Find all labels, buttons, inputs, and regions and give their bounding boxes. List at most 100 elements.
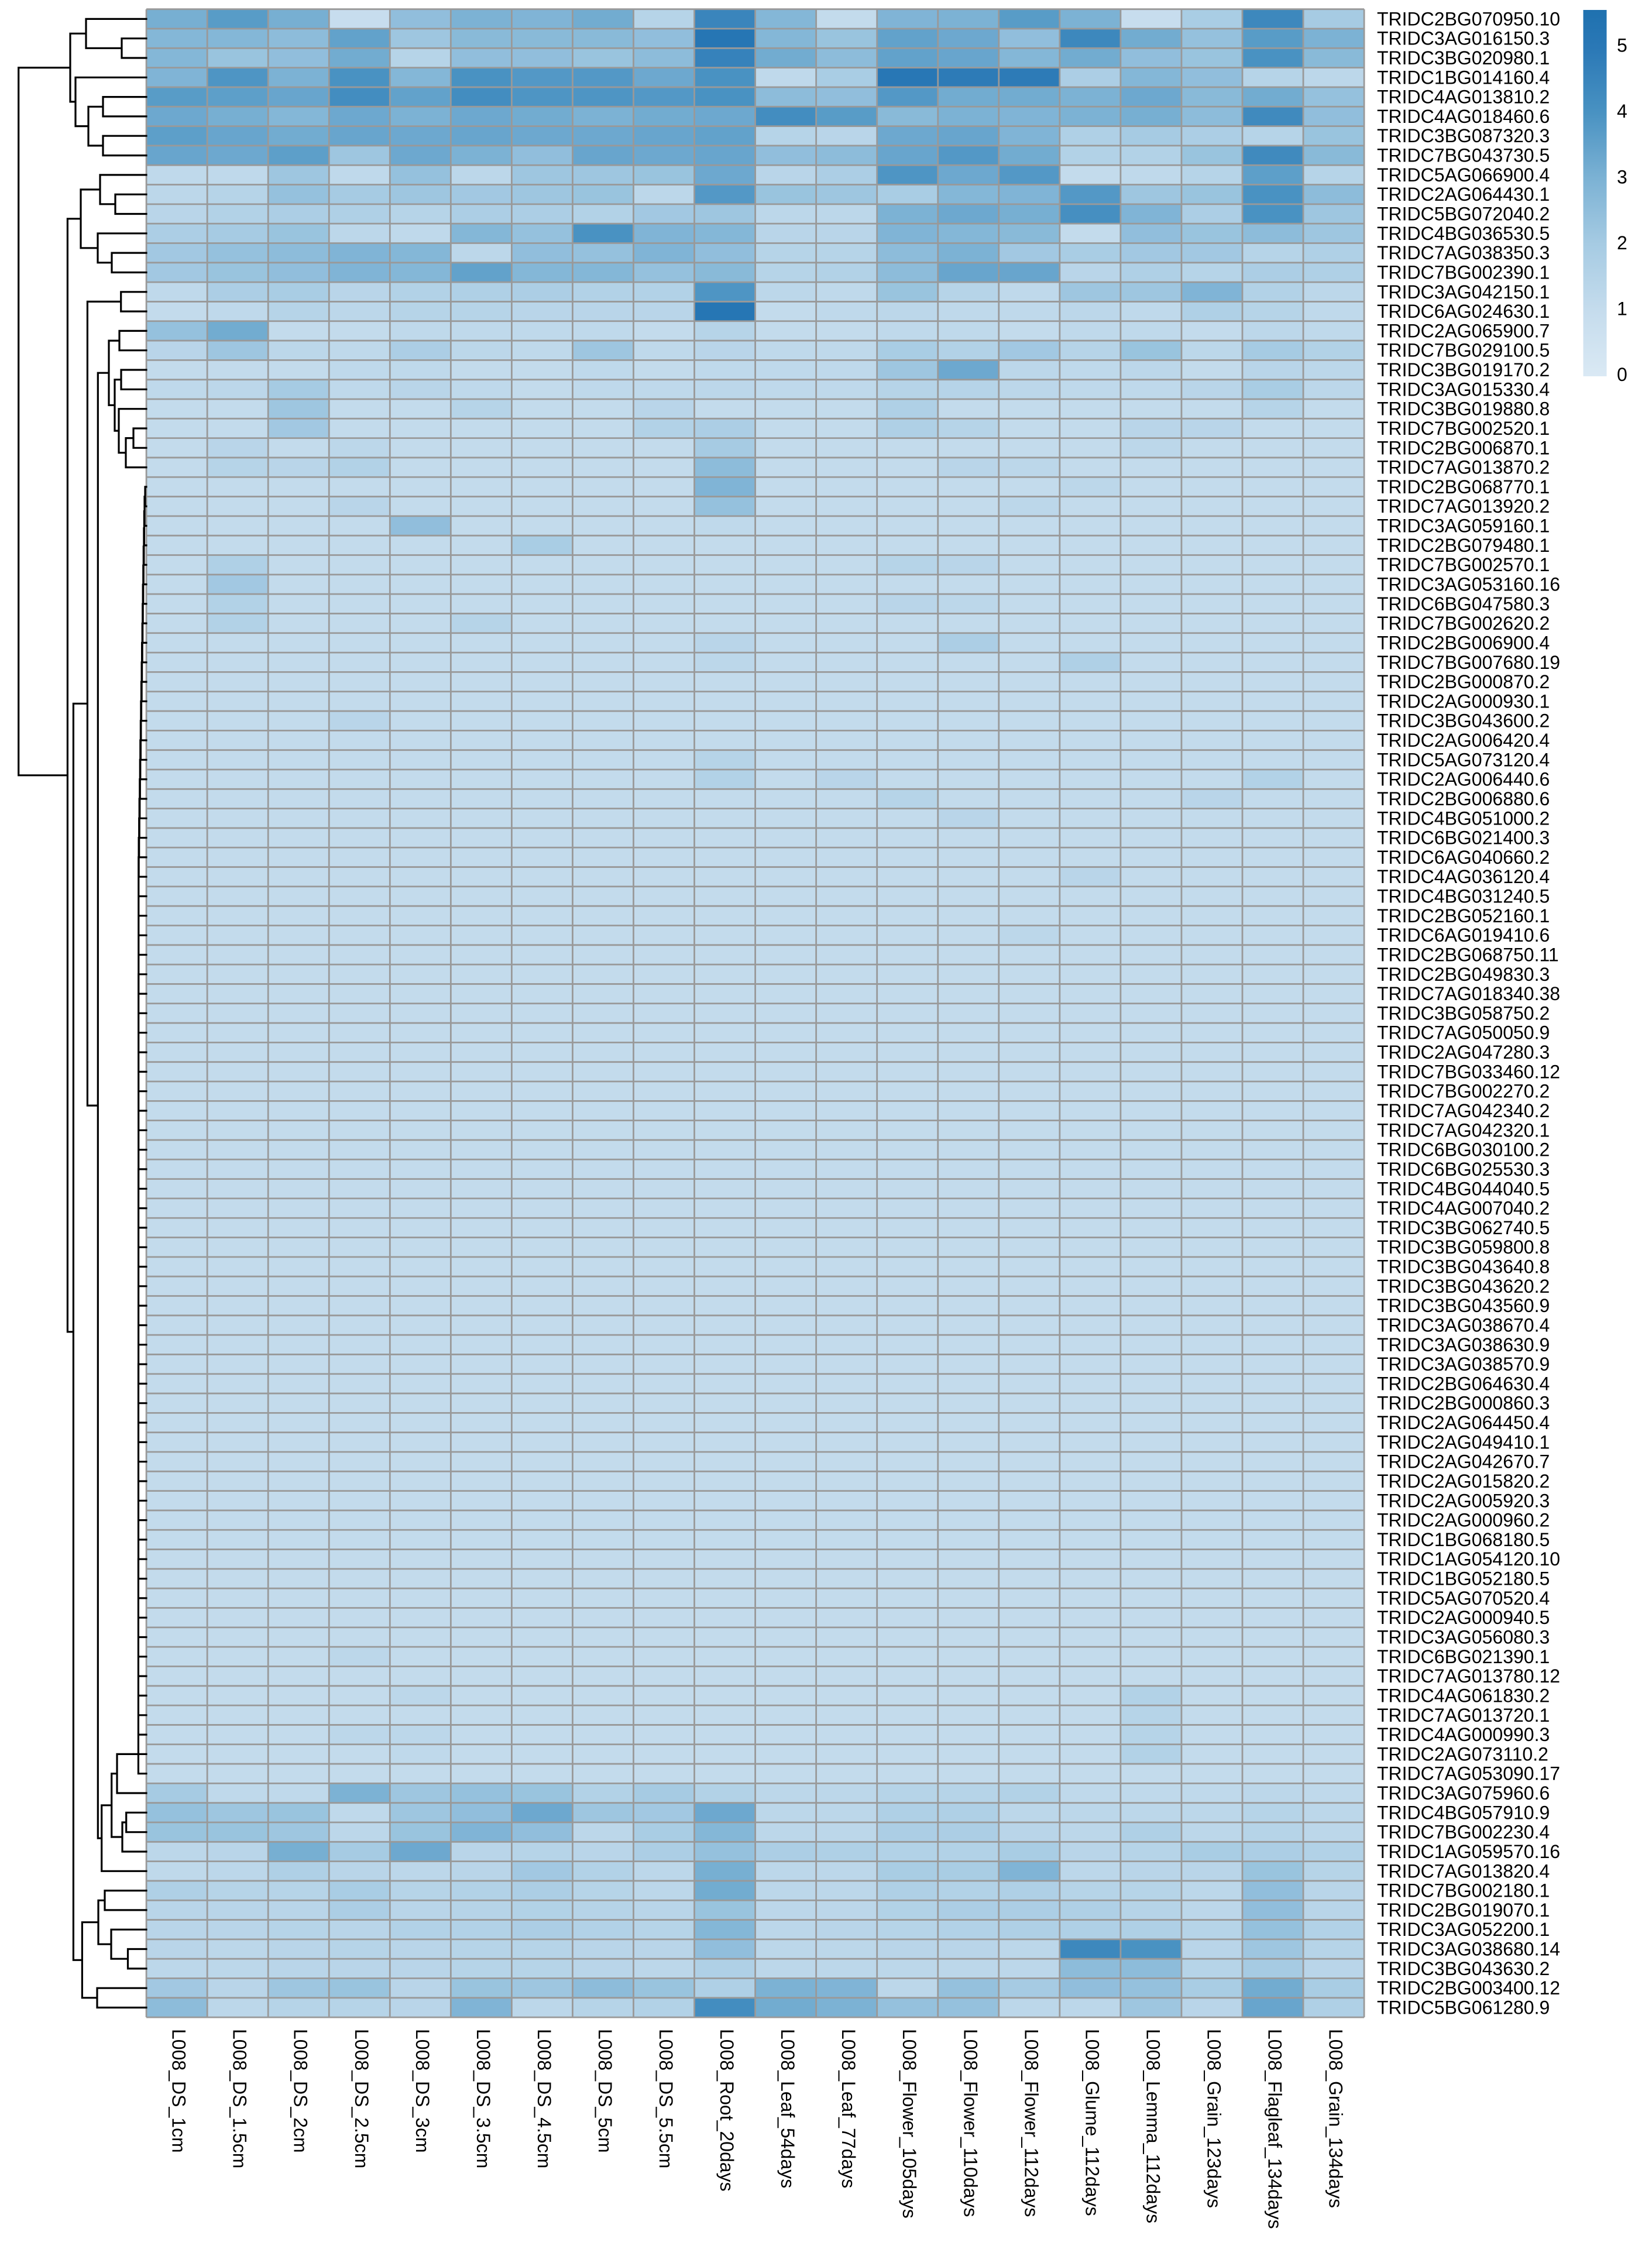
svg-text:TRIDC3AG015330.4: TRIDC3AG015330.4 bbox=[1377, 379, 1550, 400]
svg-text:TRIDC7AG018340.38: TRIDC7AG018340.38 bbox=[1377, 983, 1560, 1004]
svg-text:TRIDC4AG036120.4: TRIDC4AG036120.4 bbox=[1377, 866, 1550, 887]
svg-text:TRIDC2BG000860.3: TRIDC2BG000860.3 bbox=[1377, 1393, 1550, 1414]
svg-text:TRIDC3AG038570.9: TRIDC3AG038570.9 bbox=[1377, 1354, 1550, 1375]
svg-text:TRIDC2AG006440.6: TRIDC2AG006440.6 bbox=[1377, 769, 1550, 790]
svg-text:L008_DS_2cm: L008_DS_2cm bbox=[290, 2029, 311, 2153]
svg-text:TRIDC4AG007040.2: TRIDC4AG007040.2 bbox=[1377, 1198, 1550, 1219]
svg-text:L008_Grain_134days: L008_Grain_134days bbox=[1325, 2029, 1347, 2208]
svg-text:L008_DS_5.5cm: L008_DS_5.5cm bbox=[655, 2029, 676, 2168]
svg-text:TRIDC3AG038670.4: TRIDC3AG038670.4 bbox=[1377, 1315, 1550, 1336]
svg-text:TRIDC7BG002180.1: TRIDC7BG002180.1 bbox=[1377, 1880, 1550, 1901]
svg-text:TRIDC6AG019410.6: TRIDC6AG019410.6 bbox=[1377, 925, 1550, 946]
svg-text:TRIDC3BG043630.2: TRIDC3BG043630.2 bbox=[1377, 1958, 1550, 1979]
svg-text:5: 5 bbox=[1617, 35, 1627, 56]
svg-text:TRIDC2BG006880.6: TRIDC2BG006880.6 bbox=[1377, 788, 1550, 809]
svg-text:TRIDC3AG056080.3: TRIDC3AG056080.3 bbox=[1377, 1627, 1550, 1648]
svg-text:TRIDC4AG013810.2: TRIDC4AG013810.2 bbox=[1377, 87, 1550, 108]
svg-text:L008_DS_4.5cm: L008_DS_4.5cm bbox=[534, 2029, 555, 2168]
svg-text:TRIDC2AG049410.1: TRIDC2AG049410.1 bbox=[1377, 1431, 1550, 1453]
svg-text:TRIDC5AG066900.4: TRIDC5AG066900.4 bbox=[1377, 164, 1550, 186]
svg-text:TRIDC7BG002270.2: TRIDC7BG002270.2 bbox=[1377, 1081, 1550, 1102]
svg-text:TRIDC3BG043640.8: TRIDC3BG043640.8 bbox=[1377, 1256, 1550, 1278]
svg-text:L008_Grain_123days: L008_Grain_123days bbox=[1204, 2029, 1225, 2208]
svg-text:L008_DS_3cm: L008_DS_3cm bbox=[412, 2029, 433, 2153]
svg-text:TRIDC3BG020980.1: TRIDC3BG020980.1 bbox=[1377, 47, 1550, 68]
svg-text:TRIDC6BG030100.2: TRIDC6BG030100.2 bbox=[1377, 1139, 1550, 1160]
svg-text:TRIDC4BG031240.5: TRIDC4BG031240.5 bbox=[1377, 886, 1550, 907]
svg-text:TRIDC4BG044040.5: TRIDC4BG044040.5 bbox=[1377, 1178, 1550, 1199]
svg-text:TRIDC2BG003400.12: TRIDC2BG003400.12 bbox=[1377, 1977, 1560, 1999]
svg-text:L008_DS_5cm: L008_DS_5cm bbox=[595, 2029, 616, 2153]
svg-text:TRIDC7BG002390.1: TRIDC7BG002390.1 bbox=[1377, 262, 1550, 283]
svg-text:TRIDC7AG013870.2: TRIDC7AG013870.2 bbox=[1377, 457, 1550, 478]
svg-text:L008_DS_3.5cm: L008_DS_3.5cm bbox=[473, 2029, 494, 2168]
svg-text:TRIDC2BG006900.4: TRIDC2BG006900.4 bbox=[1377, 632, 1550, 653]
svg-text:TRIDC5BG072040.2: TRIDC5BG072040.2 bbox=[1377, 204, 1550, 225]
svg-text:L008_Root_20days: L008_Root_20days bbox=[716, 2029, 737, 2192]
svg-text:TRIDC2AG000960.2: TRIDC2AG000960.2 bbox=[1377, 1510, 1550, 1531]
svg-text:TRIDC3BG043620.2: TRIDC3BG043620.2 bbox=[1377, 1276, 1550, 1297]
svg-text:TRIDC7BG029100.5: TRIDC7BG029100.5 bbox=[1377, 340, 1550, 361]
svg-text:TRIDC3BG058750.2: TRIDC3BG058750.2 bbox=[1377, 1002, 1550, 1024]
svg-text:L008_Glume_112days: L008_Glume_112days bbox=[1081, 2029, 1103, 2216]
svg-text:TRIDC3BG043600.2: TRIDC3BG043600.2 bbox=[1377, 710, 1550, 732]
svg-text:L008_Leaf_77days: L008_Leaf_77days bbox=[838, 2029, 859, 2188]
svg-text:TRIDC2AG006420.4: TRIDC2AG006420.4 bbox=[1377, 730, 1550, 751]
svg-text:TRIDC6AG040660.2: TRIDC6AG040660.2 bbox=[1377, 847, 1550, 868]
svg-text:TRIDC6AG024630.1: TRIDC6AG024630.1 bbox=[1377, 301, 1550, 322]
svg-text:TRIDC4BG036530.5: TRIDC4BG036530.5 bbox=[1377, 223, 1550, 244]
svg-text:TRIDC2BG049830.3: TRIDC2BG049830.3 bbox=[1377, 964, 1550, 985]
svg-text:TRIDC3AG052200.1: TRIDC3AG052200.1 bbox=[1377, 1919, 1550, 1940]
svg-text:TRIDC1AG059570.16: TRIDC1AG059570.16 bbox=[1377, 1841, 1560, 1862]
svg-text:TRIDC7AG042320.1: TRIDC7AG042320.1 bbox=[1377, 1120, 1550, 1141]
svg-text:TRIDC2BG068770.1: TRIDC2BG068770.1 bbox=[1377, 476, 1550, 497]
svg-text:TRIDC2BG000870.2: TRIDC2BG000870.2 bbox=[1377, 671, 1550, 692]
svg-text:TRIDC6BG021390.1: TRIDC6BG021390.1 bbox=[1377, 1646, 1550, 1667]
svg-text:TRIDC3AG059160.1: TRIDC3AG059160.1 bbox=[1377, 516, 1550, 537]
svg-text:TRIDC3AG038680.14: TRIDC3AG038680.14 bbox=[1377, 1939, 1560, 1960]
svg-text:TRIDC4BG051000.2: TRIDC4BG051000.2 bbox=[1377, 808, 1550, 829]
svg-text:TRIDC3BG019170.2: TRIDC3BG019170.2 bbox=[1377, 359, 1550, 380]
svg-text:TRIDC3BG062740.5: TRIDC3BG062740.5 bbox=[1377, 1217, 1550, 1238]
svg-text:L008_Flower_105days: L008_Flower_105days bbox=[899, 2029, 920, 2219]
svg-text:TRIDC7BG033460.12: TRIDC7BG033460.12 bbox=[1377, 1061, 1560, 1082]
svg-text:TRIDC1BG014160.4: TRIDC1BG014160.4 bbox=[1377, 67, 1550, 88]
svg-text:TRIDC3BG087320.3: TRIDC3BG087320.3 bbox=[1377, 125, 1550, 146]
svg-text:TRIDC3AG038630.9: TRIDC3AG038630.9 bbox=[1377, 1334, 1550, 1355]
svg-text:TRIDC1AG054120.10: TRIDC1AG054120.10 bbox=[1377, 1548, 1560, 1570]
svg-text:TRIDC2AG015820.2: TRIDC2AG015820.2 bbox=[1377, 1471, 1550, 1492]
svg-text:TRIDC2AG047280.3: TRIDC2AG047280.3 bbox=[1377, 1042, 1550, 1063]
svg-text:TRIDC2AG000940.5: TRIDC2AG000940.5 bbox=[1377, 1607, 1550, 1628]
svg-text:TRIDC6BG047580.3: TRIDC6BG047580.3 bbox=[1377, 593, 1550, 614]
svg-text:TRIDC5AG073120.4: TRIDC5AG073120.4 bbox=[1377, 749, 1550, 770]
svg-text:L008_DS_1cm: L008_DS_1cm bbox=[169, 2029, 190, 2153]
svg-text:TRIDC7AG013720.1: TRIDC7AG013720.1 bbox=[1377, 1705, 1550, 1726]
svg-text:TRIDC2BG064630.4: TRIDC2BG064630.4 bbox=[1377, 1373, 1550, 1394]
svg-text:TRIDC7AG013920.2: TRIDC7AG013920.2 bbox=[1377, 496, 1550, 517]
svg-text:TRIDC5AG070520.4: TRIDC5AG070520.4 bbox=[1377, 1588, 1550, 1609]
svg-text:TRIDC3AG016150.3: TRIDC3AG016150.3 bbox=[1377, 28, 1550, 49]
svg-text:TRIDC2AG042670.7: TRIDC2AG042670.7 bbox=[1377, 1451, 1550, 1472]
svg-text:TRIDC2BG052160.1: TRIDC2BG052160.1 bbox=[1377, 905, 1550, 926]
svg-text:L008_Leaf_54days: L008_Leaf_54days bbox=[777, 2029, 798, 2188]
svg-text:TRIDC7AG013780.12: TRIDC7AG013780.12 bbox=[1377, 1666, 1560, 1687]
svg-text:TRIDC7AG013820.4: TRIDC7AG013820.4 bbox=[1377, 1860, 1550, 1881]
svg-text:L008_DS_1.5cm: L008_DS_1.5cm bbox=[229, 2029, 250, 2168]
svg-text:TRIDC7AG042340.2: TRIDC7AG042340.2 bbox=[1377, 1100, 1550, 1121]
svg-text:TRIDC7BG007680.19: TRIDC7BG007680.19 bbox=[1377, 652, 1560, 673]
svg-text:TRIDC3BG043560.9: TRIDC3BG043560.9 bbox=[1377, 1295, 1550, 1316]
svg-text:L008_Lemma_112days: L008_Lemma_112days bbox=[1142, 2029, 1163, 2223]
svg-text:L008_Flower_110days: L008_Flower_110days bbox=[960, 2029, 981, 2217]
svg-text:TRIDC6BG021400.3: TRIDC6BG021400.3 bbox=[1377, 827, 1550, 849]
svg-text:TRIDC2BG068750.11: TRIDC2BG068750.11 bbox=[1377, 945, 1559, 966]
svg-text:TRIDC4AG000990.3: TRIDC4AG000990.3 bbox=[1377, 1724, 1550, 1745]
svg-text:TRIDC3BG059800.8: TRIDC3BG059800.8 bbox=[1377, 1237, 1550, 1258]
svg-text:TRIDC2AG073110.2: TRIDC2AG073110.2 bbox=[1377, 1743, 1548, 1764]
svg-text:TRIDC7AG038350.3: TRIDC7AG038350.3 bbox=[1377, 242, 1550, 263]
svg-text:TRIDC7AG050050.9: TRIDC7AG050050.9 bbox=[1377, 1022, 1550, 1043]
svg-text:TRIDC7BG002570.1: TRIDC7BG002570.1 bbox=[1377, 554, 1550, 575]
svg-text:L008_Flower_112days: L008_Flower_112days bbox=[1021, 2029, 1042, 2217]
svg-text:TRIDC4AG018460.6: TRIDC4AG018460.6 bbox=[1377, 106, 1550, 127]
svg-text:TRIDC2AG005920.3: TRIDC2AG005920.3 bbox=[1377, 1490, 1550, 1511]
svg-text:TRIDC7BG002520.1: TRIDC7BG002520.1 bbox=[1377, 418, 1550, 439]
